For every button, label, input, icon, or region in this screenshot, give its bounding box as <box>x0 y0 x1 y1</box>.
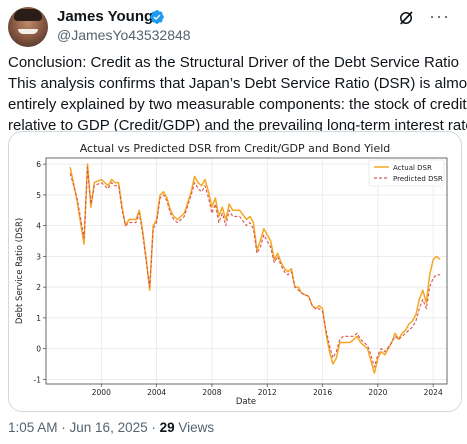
y-tick-label: 5 <box>36 191 41 200</box>
y-tick-label: 1 <box>36 314 41 323</box>
author-handle[interactable]: @JamesYo43532848 <box>57 27 191 43</box>
dsr-chart: Actual vs Predicted DSR from Credit/GDP … <box>15 142 448 407</box>
grok-icon[interactable] <box>397 9 415 27</box>
y-tick-label: 4 <box>36 222 41 231</box>
post-line: entirely explained by two measurable com… <box>8 96 467 113</box>
more-icon[interactable]: ··· <box>429 6 450 26</box>
views-count: 29 <box>159 420 175 435</box>
y-tick-label: -1 <box>34 375 42 384</box>
chart-title: Actual vs Predicted DSR from Credit/GDP … <box>80 142 391 155</box>
post-line: Conclusion: Credit as the Structural Dri… <box>8 54 460 71</box>
avatar[interactable] <box>8 7 48 47</box>
post-line: This analysis confirms that Japan’s Debt… <box>8 75 467 92</box>
y-tick-label: 6 <box>36 160 41 169</box>
y-tick-label: 2 <box>36 283 41 292</box>
plot-frame <box>45 157 448 385</box>
post-time[interactable]: 1:05 AM <box>8 420 58 435</box>
verified-badge-icon <box>150 10 164 24</box>
post-date[interactable]: Jun 16, 2025 <box>69 420 148 435</box>
legend: Actual DSR Predicted DSR <box>368 159 445 187</box>
x-tick-label: 2008 <box>202 388 221 397</box>
x-tick-label: 2020 <box>368 388 387 397</box>
x-tick-label: 2012 <box>258 388 277 397</box>
series-line-actual <box>69 163 441 374</box>
y-tick-label: 3 <box>36 252 41 261</box>
legend-label-predicted: Predicted DSR <box>393 175 443 183</box>
legend-label-actual: Actual DSR <box>393 164 432 172</box>
x-tick-label: 2000 <box>92 388 111 397</box>
x-axis-label: Date <box>236 397 256 407</box>
chart-image[interactable]: Actual vs Predicted DSR from Credit/GDP … <box>8 131 462 412</box>
views-label: Views <box>174 420 215 435</box>
post-text: Conclusion: Credit as the Structural Dri… <box>8 52 467 136</box>
x-tick-label: 2016 <box>313 388 332 397</box>
x-tick-label: 2004 <box>147 388 166 397</box>
author-name[interactable]: James Young <box>57 8 154 25</box>
x-tick-label: 2024 <box>424 388 443 397</box>
y-tick-label: 0 <box>36 345 41 354</box>
post-meta: 1:05 AM · Jun 16, 2025 · 29 Views <box>8 420 215 435</box>
post-line: relative to GDP (Credit/GDP) and the pre… <box>8 117 467 134</box>
series-line-predicted <box>69 166 441 368</box>
y-axis-label: Debt Service Ratio (DSR) <box>15 218 25 324</box>
